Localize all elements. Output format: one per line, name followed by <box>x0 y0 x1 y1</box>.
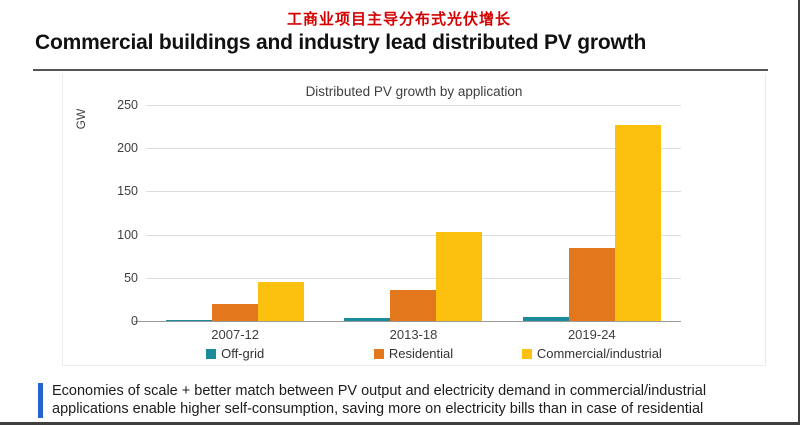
bar-residential-2019-24 <box>568 247 615 321</box>
legend-swatch-icon <box>206 348 217 359</box>
x-axis-labels: 2007-12 2013-18 2019-24 <box>146 327 681 342</box>
y-tick-100: 100 <box>117 227 138 242</box>
bar-commercial-industrial-2019-24 <box>614 124 661 321</box>
footnote: Economies of scale + better match betwee… <box>38 383 778 419</box>
gridline-100 <box>146 234 681 236</box>
x-axis-line <box>134 321 681 322</box>
bar-commercial-industrial-2013-18 <box>436 232 483 321</box>
legend-item-off-grid: Off-grid <box>146 346 324 361</box>
y-tick-250: 250 <box>117 98 138 112</box>
footnote-accent-bar <box>38 383 43 419</box>
gridline-200 <box>146 148 681 150</box>
bar-off-grid-2013-18 <box>344 318 391 321</box>
footnote-line-2: applications enable higher self-consumpt… <box>52 400 704 417</box>
chart-title: Distributed PV growth by application <box>305 84 523 99</box>
chinese-subtitle: 工商业项目主导分布式光伏增长 <box>286 11 511 28</box>
legend-swatch-icon <box>373 348 384 359</box>
x-label-2013-18: 2013-18 <box>389 327 438 342</box>
x-label-2019-24: 2019-24 <box>567 327 616 342</box>
bar-group-2013-18 <box>324 105 502 321</box>
plot-area: 0 50 100 150 200 250 <box>117 98 681 328</box>
bar-groups <box>146 105 681 321</box>
legend-swatch-icon <box>521 348 532 359</box>
footnote-line-1: Economies of scale + better match betwee… <box>52 383 707 399</box>
bar-group-2019-24 <box>503 105 681 321</box>
y-tick-0: 0 <box>131 314 138 328</box>
y-tick-200: 200 <box>117 141 138 156</box>
legend-label: Residential <box>388 346 454 361</box>
x-label-2007-12: 2007-12 <box>211 327 260 342</box>
y-tick-50: 50 <box>124 270 138 285</box>
legend-label: Commercial/industrial <box>536 346 662 361</box>
legend-item-commercial-industrial: Commercial/industrial <box>503 346 681 361</box>
heading-divider <box>33 69 768 71</box>
gridline-150 <box>146 191 681 193</box>
y-axis-label: GW <box>74 108 88 130</box>
bar-off-grid-2019-24 <box>522 316 569 321</box>
legend-label: Off-grid <box>221 346 265 361</box>
bar-group-2007-12 <box>146 105 324 321</box>
bar-commercial-industrial-2007-12 <box>258 282 305 321</box>
pv-growth-chart: Distributed PV growth by application GW … <box>62 74 766 366</box>
footnote-text: Economies of scale + better match betwee… <box>52 383 706 418</box>
gridline-250 <box>146 105 681 106</box>
legend-item-residential: Residential <box>324 346 502 361</box>
bar-residential-2007-12 <box>212 303 259 321</box>
page-title: Commercial buildings and industry lead d… <box>35 31 647 54</box>
chart-legend: Off-grid Residential Commercial/industrial <box>146 346 681 361</box>
y-tick-150: 150 <box>117 184 138 199</box>
bar-off-grid-2007-12 <box>166 320 213 321</box>
gridline-50 <box>146 277 681 279</box>
bar-residential-2013-18 <box>390 289 437 321</box>
